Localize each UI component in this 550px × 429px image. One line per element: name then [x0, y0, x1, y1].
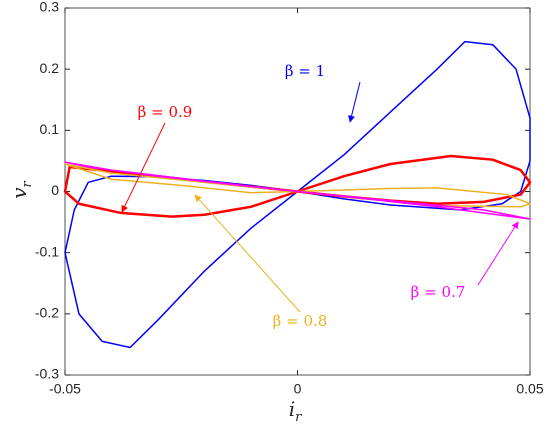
series-label: β = 0.8	[273, 312, 328, 330]
y-tick-label: 0	[51, 182, 59, 198]
x-tick-label: -0.05	[49, 381, 81, 397]
x-axis-label: ir	[289, 397, 302, 426]
annotation-arrow	[194, 194, 301, 313]
x-tick-label: 0	[294, 381, 302, 397]
series-label: β = 0.7	[411, 283, 466, 301]
y-tick-label: -0.1	[35, 243, 59, 259]
y-tick-label: -0.3	[35, 366, 59, 382]
y-tick-label: 0.3	[40, 0, 60, 15]
y-axis-label: vr	[7, 180, 36, 198]
y-tick-label: 0.1	[40, 121, 60, 137]
annotation-arrow	[121, 122, 166, 213]
series-label: β = 1	[285, 62, 325, 80]
y-tick-label: -0.2	[35, 305, 59, 321]
series-label: β = 0.9	[138, 103, 193, 121]
annotation-arrow	[348, 81, 361, 123]
x-tick-label: 0.05	[516, 381, 543, 397]
series-line	[64, 161, 531, 220]
annotation-arrow	[477, 221, 519, 286]
y-tick-label: 0.2	[40, 60, 60, 76]
